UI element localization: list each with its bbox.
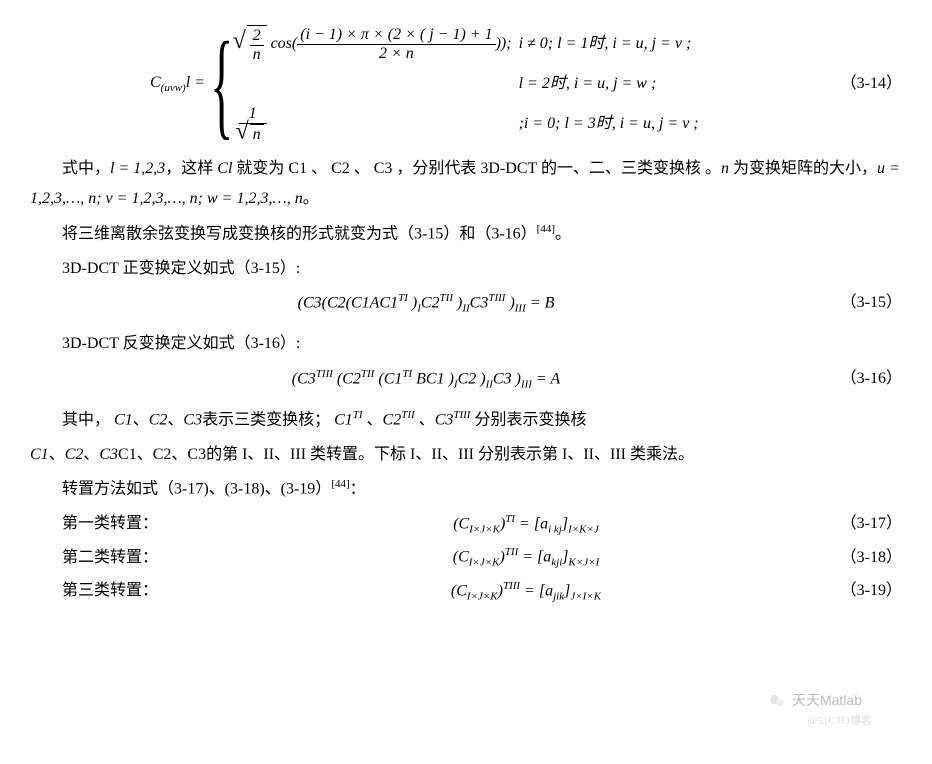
equation-3-14: C(uvw)l = { 2n cos((i − 1) × π × (2 × ( … [30,24,902,144]
watermark-secondary: @51CTO博客 [807,711,872,732]
equation-3-16: (C3TIII (C2TII (C1TI BC1 )IC2 )IIC3 )III… [30,364,902,395]
heading-3-15: 3D-DCT 正变换定义如式（3-15）: [30,254,902,284]
equation-3-17: 第一类转置： (CI×J×K)TI = [ai kj]I×K×J （3-17） [30,509,902,540]
sqrt-2-over-n: 2n [239,25,267,63]
paragraph-transpose-heading: 转置方法如式（3-17)、(3-18)、(3-19）[44]： [30,474,902,505]
paragraph-l-definition: 式中，l = 1,2,3，这样 Cl 就变为 C1 、 C2 、 C3 ，分别代… [30,154,902,215]
eq314-cases: 2n cos((i − 1) × π × (2 × ( j − 1) + 12 … [239,24,699,144]
equation-3-19: 第三类转置： (CI×J×K)TIII = [ajik]J×I×K （3-19） [30,576,902,607]
watermark: 天天Matlab [768,687,862,714]
eq314-lhs: C(uvw)l = [30,68,205,99]
equation-3-18: 第二类转置： (CI×J×K)TII = [akji]K×J×I （3-18） [30,542,902,573]
eq315-number: （3-15） [822,288,902,318]
wechat-icon [768,692,786,710]
eq316-number: （3-16） [822,364,902,394]
sqrt-n: n [242,124,264,144]
paragraph-kernel-explain: 其中， C1、C2、C3表示三类变换核； C1TI 、C2TII 、C3TIII… [30,405,902,436]
eq314-number: （3-14） [822,69,902,99]
left-brace: { [210,24,233,144]
equation-3-15: (C3(C2(C1AC1TI )IC2TII )IIC3TIII )III = … [30,288,902,319]
heading-3-16: 3D-DCT 反变换定义如式（3-16）: [30,329,902,359]
paragraph-3d-dct-kernel: 将三维离散余弦变换写成变换核的形式就变为式（3-15）和（3-16）[44]。 [30,219,902,250]
paragraph-kernel-explain-2: C1、C2、C3C1、C2、C3的第 I、II、III 类转置。下标 I、II、… [30,440,902,470]
